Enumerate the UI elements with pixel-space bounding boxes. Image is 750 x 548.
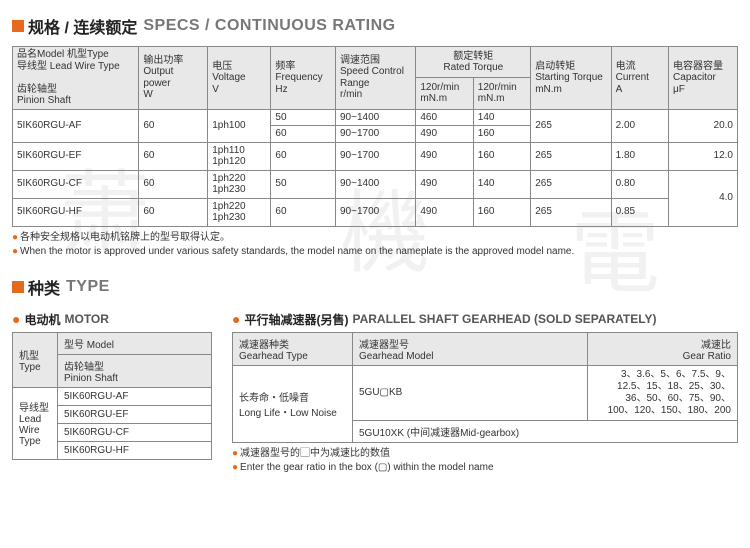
cell: 1ph2201ph230 [208,170,271,198]
h-voltage: 电压VoltageV [208,47,271,110]
motor-shaft: 齿轮轴型Pinion Shaft [58,354,212,387]
cell: 1ph2201ph230 [208,198,271,226]
cell: 0.80 [611,170,668,198]
table-row: 5IK60RGU-EF [58,405,212,423]
gear-en: PARALLEL SHAFT GEARHEAD (SOLD SEPARATELY… [352,312,656,326]
gear-subtitle: ● 平行轴减速器(另售) PARALLEL SHAFT GEARHEAD (SO… [232,311,738,328]
motor-h-model: 型号 Model [58,332,212,354]
gear-h-model: 减速器型号Gearhead Model [353,332,588,365]
cell: 60 [139,170,208,198]
cell: 160 [473,126,530,143]
h-cap: 电容器容量CapacitorμF [669,47,738,110]
motor-en: MOTOR [64,312,108,326]
motor-cn: 电动机 [24,311,60,328]
table-row: 5IK60RGU-CF [58,423,212,441]
bullet-icon: ● [12,246,18,257]
dot-icon: ● [12,311,20,327]
cell: 490 [416,126,473,143]
cell: 1ph1101ph120 [208,142,271,170]
gear-row1-type: 长寿命・低噪音Long Life・Low Noise [233,365,353,442]
h-model: 品名Model 机型Type导线型 Lead Wire Type [17,49,120,72]
cell: 0.85 [611,198,668,226]
h-torque: 额定转矩Rated Torque [416,47,531,78]
type-title-cn: 种类 [28,275,60,299]
section-type-title: 种类 TYPE [12,275,738,299]
bullet-icon: ● [232,448,238,459]
cell: 2.00 [611,109,668,142]
motor-h-type: 机型Type [13,332,58,387]
table-row: 5IK60RGU-AF [58,387,212,405]
table-row: 5IK60RGU-AF [13,109,139,142]
gear-h-ratio: 减速比Gear Ratio [588,332,738,365]
note2: When the motor is approved under various… [20,246,574,257]
type-title-en: TYPE [66,278,110,296]
bullet-icon: ● [232,462,238,473]
table-row: 5IK60RGU-HF [58,441,212,459]
motor-lead: 导线型LeadWireType [13,387,58,459]
table-row: 5IK60RGU-EF [13,142,139,170]
square-icon [12,281,24,293]
specs-title-en: SPECS / CONTINUOUS RATING [143,17,395,35]
gear-row2-model: 5GU10XK (中间减速器Mid-gearbox) [353,420,738,442]
cell: 4.0 [669,170,738,226]
h-torque-b: 120r/minmN.m [473,78,530,109]
gear-note2: Enter the gear ratio in the box (▢) with… [240,462,493,473]
cell: 90~1400 [335,170,415,198]
motor-table: 机型Type 型号 Model 齿轮轴型Pinion Shaft 导线型Lead… [12,332,212,460]
bullet-icon: ● [12,232,18,243]
specs-title-cn: 规格 / 连续额定 [28,14,137,38]
h-freq: 频率FrequencyHz [271,47,336,110]
cell: 60 [139,198,208,226]
h-torque-a: 120r/minmN.m [416,78,473,109]
cell: 1.80 [611,142,668,170]
cell: 60 [271,198,336,226]
table-row: 5IK60RGU-CF [13,170,139,198]
note1: 各种安全规格以电动机铭牌上的型号取得认定。 [20,232,230,243]
cell: 265 [531,109,611,142]
cell: 20.0 [669,109,738,142]
gear-cn: 平行轴减速器(另售) [244,311,348,328]
h-current: 电流CurrentA [611,47,668,110]
motor-subtitle: ● 电动机 MOTOR [12,311,212,328]
cell: 490 [416,170,473,198]
cell: 90~1700 [335,126,415,143]
gear-note1: 减速器型号的▢中为减速比的数值 [240,448,390,459]
cell: 265 [531,198,611,226]
gear-row1-model: 5GU▢KB [353,365,588,420]
cell: 265 [531,170,611,198]
gear-table: 减速器种类Gearhead Type 减速器型号Gearhead Model 减… [232,332,738,443]
cell: 160 [473,142,530,170]
cell: 90~1700 [335,198,415,226]
cell: 490 [416,198,473,226]
gear-h-type: 减速器种类Gearhead Type [233,332,353,365]
dot-icon: ● [232,311,240,327]
cell: 140 [473,109,530,126]
cell: 50 [271,109,336,126]
cell: 90~1400 [335,109,415,126]
cell: 60 [139,142,208,170]
cell: 60 [271,142,336,170]
cell: 12.0 [669,142,738,170]
section-specs-title: 规格 / 连续额定 SPECS / CONTINUOUS RATING [12,14,738,38]
cell: 50 [271,170,336,198]
gear-notes: ●减速器型号的▢中为减速比的数值 ●Enter the gear ratio i… [232,447,738,475]
h-power: 输出功率Output powerW [139,47,208,110]
h-start: 启动转矩Starting TorquemN.m [531,47,611,110]
specs-notes: ●各种安全规格以电动机铭牌上的型号取得认定。 ●When the motor i… [12,231,738,259]
cell: 160 [473,198,530,226]
gear-row1-ratio: 3、3.6、5、6、7.5、9、12.5、15、18、25、30、36、50、6… [588,365,738,420]
cell: 265 [531,142,611,170]
square-icon [12,20,24,32]
table-row: 5IK60RGU-HF [13,198,139,226]
cell: 1ph100 [208,109,271,142]
cell: 60 [139,109,208,142]
cell: 460 [416,109,473,126]
h-speed: 调速范围Speed ControlRanger/min [335,47,415,110]
h-shaft: 齿轮轴型Pinion Shaft [17,84,71,107]
cell: 490 [416,142,473,170]
cell: 60 [271,126,336,143]
cell: 140 [473,170,530,198]
specs-table: 品名Model 机型Type导线型 Lead Wire Type 齿轮轴型Pini… [12,46,738,227]
cell: 90~1700 [335,142,415,170]
